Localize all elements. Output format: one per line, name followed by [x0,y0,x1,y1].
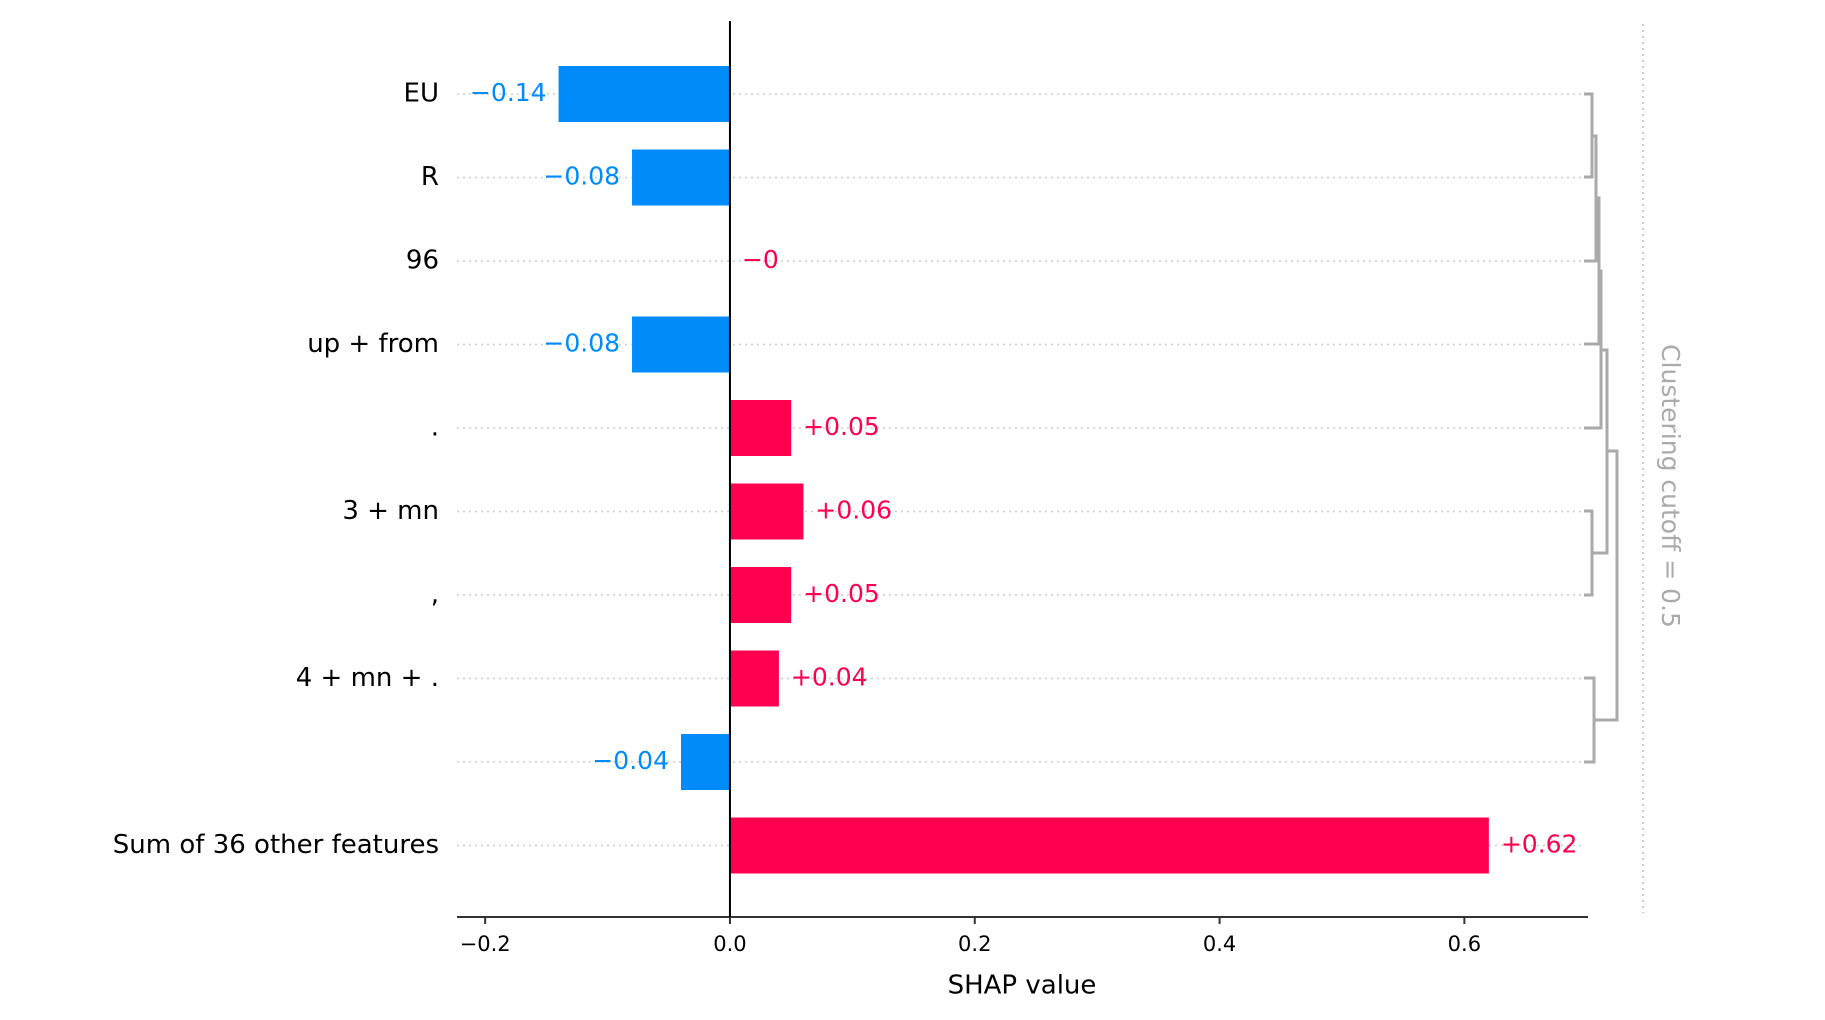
x-tick-label: 0.6 [1448,932,1481,956]
x-tick-label: 0.4 [1203,932,1236,956]
value-label: +0.05 [803,412,880,441]
value-label: +0.62 [1501,830,1578,859]
category-label: R [421,162,439,192]
category-label: EU [404,79,439,109]
category-label: . [431,413,439,443]
bar [632,149,730,206]
bar [729,567,792,623]
x-axis-label: SHAP value [948,971,1097,1001]
value-label: −0.14 [470,78,547,107]
x-tick-label: 0.2 [958,932,991,956]
bar [558,66,730,122]
bar [729,650,779,707]
category-label: Sum of 36 other features [113,830,439,860]
cutoff-annotation: Clustering cutoff = 0.5 [1656,344,1685,628]
value-label: −0.08 [543,162,620,191]
bar [729,483,804,540]
category-label: 4 + mn + . [296,663,439,693]
bar [729,400,792,456]
value-label: +0.06 [815,496,892,525]
bar [729,817,1489,874]
value-label: −0 [742,245,779,274]
category-label: up + from [307,329,439,359]
bar [632,316,730,373]
category-label: 96 [406,246,439,276]
category-label: , [431,580,439,610]
value-label: +0.04 [791,663,868,692]
x-tick-label: 0.0 [713,932,746,956]
dendrogram [1584,92,1619,764]
category-label: 3 + mn [342,496,439,526]
value-label: +0.05 [803,579,880,608]
x-tick-label: −0.2 [460,932,511,956]
bar [680,734,730,790]
value-label: −0.08 [543,329,620,358]
value-label: −0.04 [592,746,669,775]
